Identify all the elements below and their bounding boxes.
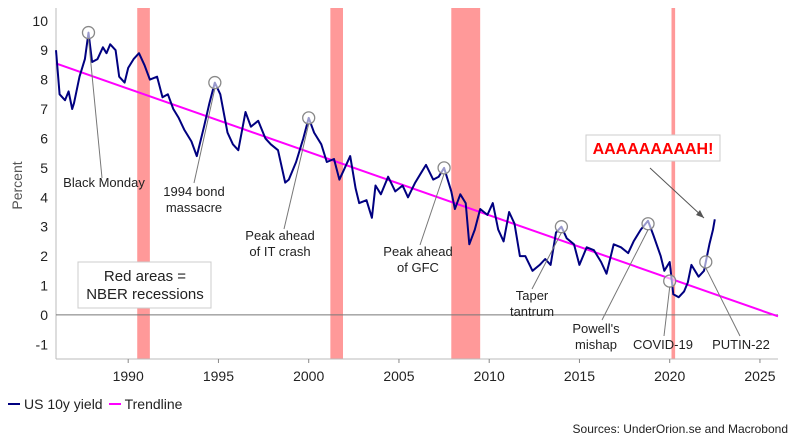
yield-line [55, 31, 716, 299]
peak-marker-5 [641, 217, 655, 231]
legend-swatch-yield [8, 403, 20, 405]
y-tick-label-4: 6 [40, 130, 48, 146]
peak-marker-0 [81, 25, 96, 40]
recession-band-1 [330, 8, 343, 359]
x-tick-label-4: 2010 [474, 368, 505, 384]
trendline [55, 62, 779, 318]
peak-marker-2 [302, 111, 316, 125]
annotation-label-3: Peak ahead of GFC [383, 244, 452, 275]
note-box-text: Red areas = NBER recessions [86, 268, 204, 303]
annotation-label-6: COVID-19 [633, 337, 693, 352]
legend: US 10y yield Trendline [8, 396, 188, 412]
peak-marker-4 [554, 220, 569, 234]
peak-marker-7 [699, 255, 713, 269]
y-tick-label-1: 9 [40, 42, 48, 58]
annotation-leader-1 [193, 88, 216, 184]
x-tick-label-3: 2005 [383, 368, 414, 384]
annotation-leader-7 [705, 267, 741, 337]
alert-text: AAAAAAAAAH! [593, 141, 714, 158]
x-tick-label-6: 2020 [654, 368, 685, 384]
legend-label-yield: US 10y yield [24, 396, 103, 412]
source-note: Sources: UnderOrion.se and Macrobond [572, 422, 788, 436]
annotation-leader-3 [419, 173, 445, 246]
peak-marker-1 [208, 75, 222, 90]
x-tick-label-5: 2015 [564, 368, 595, 384]
alert-arrowhead [696, 210, 704, 218]
y-tick-label-2: 8 [40, 72, 48, 88]
annotation-leader-2 [283, 123, 310, 230]
annotation-leader-0 [87, 38, 103, 179]
y-tick-label-11: -1 [36, 336, 49, 352]
y-tick-label-6: 4 [40, 189, 48, 205]
annotation-leader-6 [663, 287, 671, 337]
peak-marker-3 [437, 161, 451, 175]
x-tick-label-1: 1995 [203, 368, 234, 384]
legend-item-trendline: Trendline [108, 396, 183, 412]
y-tick-label-8: 2 [40, 248, 48, 264]
alert-arrow [649, 167, 705, 219]
y-tick-label-10: 0 [40, 307, 48, 323]
annotation-label-7: PUTIN-22 [712, 337, 770, 352]
x-tick-label-7: 2025 [744, 368, 775, 384]
annotation-label-4: Taper tantrum [510, 288, 554, 319]
y-axis-label: Percent [9, 161, 25, 209]
y-tick-label-3: 7 [40, 101, 48, 117]
y-tick-label-0: 10 [32, 13, 48, 29]
y-tick-label-9: 1 [40, 277, 48, 293]
y-tick-label-5: 5 [40, 160, 48, 176]
legend-label-trendline: Trendline [124, 396, 183, 412]
x-tick-label-2: 2000 [293, 368, 324, 384]
annotation-label-2: Peak ahead of IT crash [245, 228, 314, 259]
peak-marker-6 [663, 274, 677, 288]
legend-item-yield: US 10y yield [8, 396, 103, 412]
alert-box [585, 134, 721, 162]
annotation-label-5: Powell's mishap [572, 321, 620, 352]
y-tick-label-7: 3 [40, 219, 48, 235]
annotation-leader-4 [531, 232, 562, 290]
annotation-leader-5 [601, 229, 649, 321]
annotation-label-0: Black Monday [63, 175, 145, 190]
x-tick-label-0: 1990 [113, 368, 144, 384]
annotation-label-1: 1994 bond massacre [163, 184, 224, 215]
note-box [77, 261, 212, 309]
recession-band-3 [671, 8, 676, 359]
legend-swatch-trendline [108, 403, 121, 405]
recession-band-2 [451, 8, 481, 359]
